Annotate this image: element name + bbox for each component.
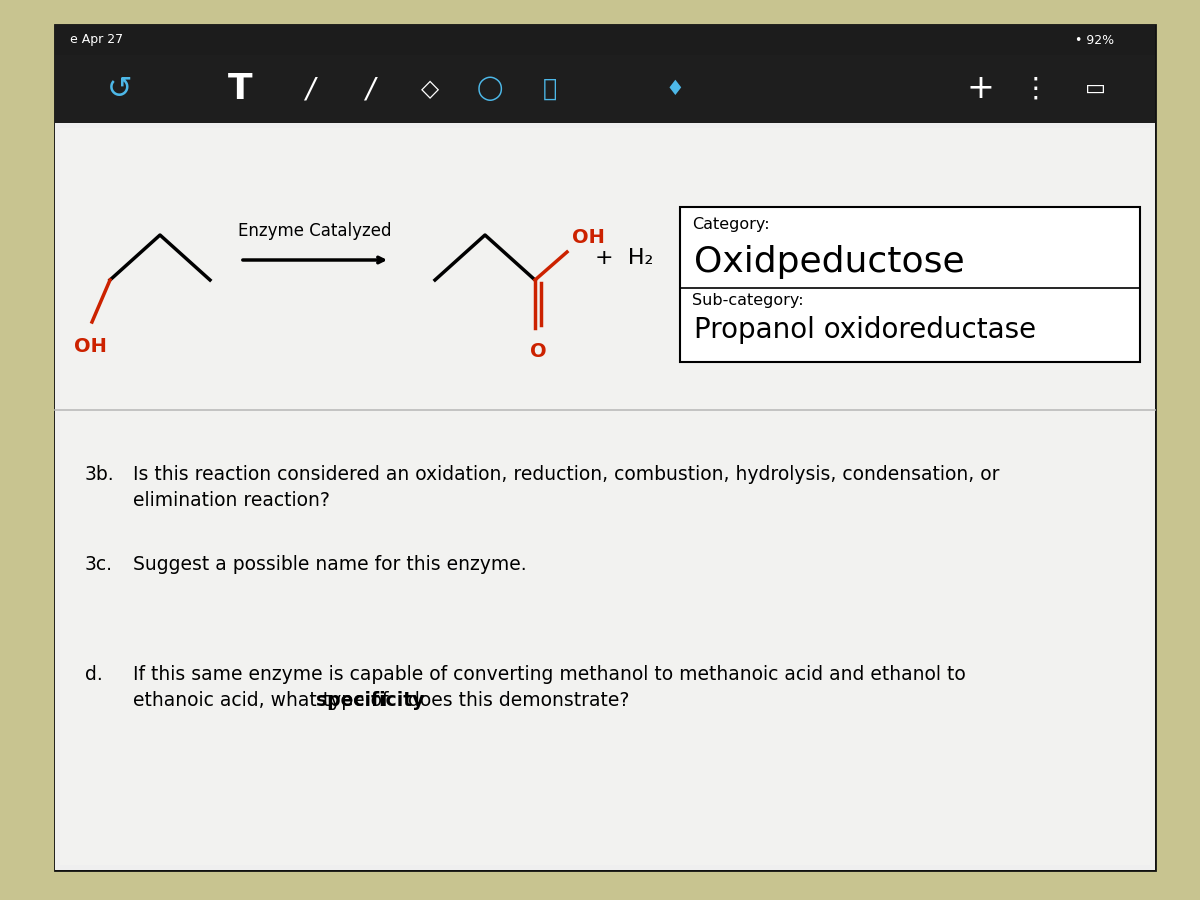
Text: T: T [228, 72, 252, 106]
Text: Sub-category:: Sub-category: [692, 292, 804, 308]
Text: O: O [529, 342, 546, 361]
Text: e Apr 27: e Apr 27 [70, 33, 124, 47]
Bar [55, 25, 1154, 55]
Text: elimination reaction?: elimination reaction? [133, 491, 330, 510]
Text: /: / [305, 75, 314, 103]
Text: ◯: ◯ [476, 76, 503, 102]
Text: Suggest a possible name for this enzyme.: Suggest a possible name for this enzyme. [133, 555, 527, 574]
Text: specificity: specificity [317, 691, 425, 710]
Text: +: + [966, 73, 994, 105]
Text: Is this reaction considered an oxidation, reduction, combustion, hydrolysis, con: Is this reaction considered an oxidation… [133, 465, 1000, 484]
Text: Enzyme Catalyzed: Enzyme Catalyzed [239, 222, 391, 240]
Text: OH: OH [572, 228, 605, 247]
Text: ◇: ◇ [421, 77, 439, 101]
Text: ♦: ♦ [666, 79, 684, 99]
Text: ✋: ✋ [542, 77, 557, 101]
Bar [55, 123, 1154, 870]
Text: 3b.: 3b. [85, 465, 115, 484]
Text: +  H₂: + H₂ [595, 248, 653, 268]
Text: Propanol oxidoreductase: Propanol oxidoreductase [694, 316, 1036, 344]
Text: 3c.: 3c. [85, 555, 113, 574]
Text: • 92%: • 92% [1075, 33, 1114, 47]
Text: /: / [365, 75, 374, 103]
Text: ▭: ▭ [1085, 79, 1105, 99]
Text: d.: d. [85, 665, 103, 684]
Text: Oxidpeductose: Oxidpeductose [694, 245, 965, 279]
Text: OH: OH [73, 337, 107, 356]
Bar [60, 128, 1150, 865]
Bar [680, 207, 1140, 362]
Bar [55, 55, 1154, 123]
Text: ↺: ↺ [107, 75, 133, 104]
Text: ⋮: ⋮ [1021, 75, 1049, 103]
Text: If this same enzyme is capable of converting methanol to methanoic acid and etha: If this same enzyme is capable of conver… [133, 665, 966, 684]
Text: Category:: Category: [692, 217, 769, 232]
Text: ethanoic acid, what type of: ethanoic acid, what type of [133, 691, 395, 710]
Text: does this demonstrate?: does this demonstrate? [402, 691, 630, 710]
